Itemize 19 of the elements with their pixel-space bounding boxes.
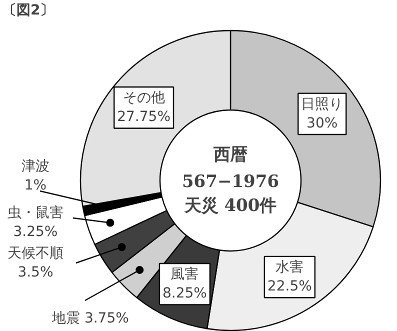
slice-label: 日照り (301, 96, 344, 112)
slice-label: 虫・鼠害 (8, 204, 64, 221)
slice-label: 水害 (276, 259, 304, 276)
slice-label: その他 (122, 90, 165, 106)
data-label: 22.5% (267, 278, 312, 295)
text: 567−1976 (182, 172, 280, 192)
slice-label: 風害 (170, 266, 199, 282)
slice-label: 津波 (22, 158, 50, 174)
text: 西暦 (212, 145, 248, 165)
data-label: 8.25% (162, 286, 207, 302)
data-label: 1% (24, 178, 47, 194)
chart-title: 〔図2〕 (2, 2, 54, 18)
slice-label: 天候不順 (8, 245, 64, 262)
text: 天災 400件 (183, 196, 277, 216)
data-label: 3.5% (18, 264, 54, 281)
data-label: 27.75% (117, 109, 171, 126)
data-label: 30% (306, 116, 338, 132)
slice-label: 地震 3.75% (51, 310, 129, 326)
data-label: 3.25% (13, 224, 58, 240)
